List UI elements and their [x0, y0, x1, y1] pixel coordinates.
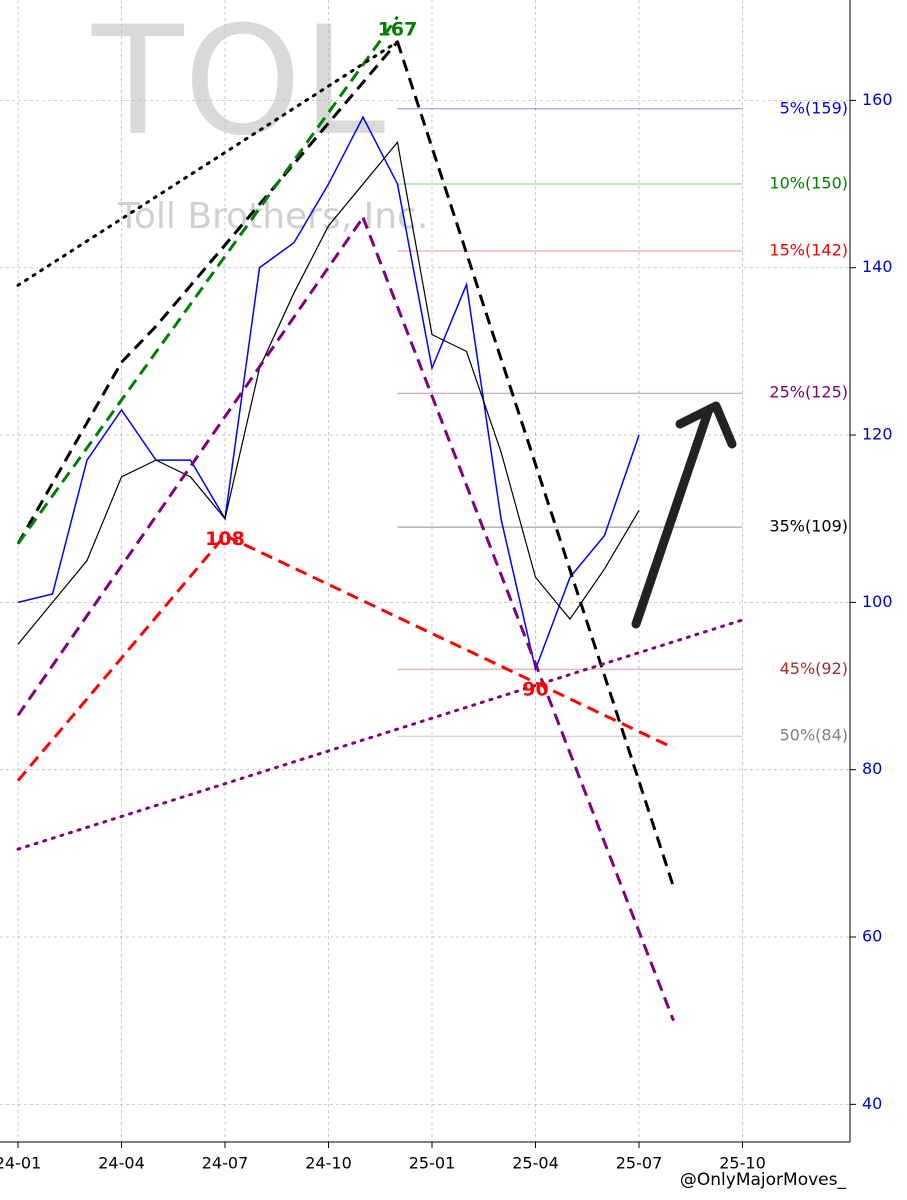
annotation: 167 [378, 18, 418, 40]
series-line [16, 15, 399, 545]
series-line [17, 115, 640, 672]
y-tick-label: 160 [862, 90, 893, 109]
series-line [361, 216, 675, 1022]
footer: @OnlyMajorMoves_ [680, 1170, 847, 1190]
series-line [16, 40, 399, 287]
y-tick-label: 120 [862, 425, 893, 444]
y-tick-label: 80 [862, 759, 882, 778]
series-line [16, 216, 365, 717]
arrow-head [675, 401, 737, 449]
level-label: 10%(150) [769, 174, 848, 193]
annotation: 90 [522, 679, 548, 701]
series-line [396, 41, 675, 888]
level-label: 45%(92) [780, 659, 848, 678]
x-tick-label: 25-01 [409, 1154, 456, 1173]
y-tick-label: 60 [862, 927, 882, 946]
level-label: 5%(159) [780, 98, 848, 117]
series-line [16, 533, 675, 782]
y-tick-label: 140 [862, 257, 893, 276]
x-tick-label: 25-10 [719, 1154, 766, 1173]
watermark-title: TOL [91, 0, 385, 169]
x-tick-label: 25-04 [512, 1154, 559, 1173]
level-label: 50%(84) [780, 726, 848, 745]
level-label: 15%(142) [769, 240, 848, 259]
x-tick-label: 24-04 [98, 1154, 145, 1173]
y-tick-label: 40 [862, 1094, 882, 1113]
y-tick-label: 100 [862, 592, 893, 611]
plot-area [0, 0, 850, 1142]
plot-back: TOL Toll Brothers, Inc. [91, 0, 428, 237]
x-tick-label: 24-10 [305, 1154, 352, 1173]
level-label: 25%(125) [769, 383, 848, 402]
x-tick-label: 24-07 [202, 1154, 249, 1173]
axes: 40 60 80 100 120 140 160 24-01 24-04 24-07 24-10 25… [0, 90, 893, 1173]
x-tick-label: 25-07 [616, 1154, 663, 1173]
series-line [17, 140, 640, 645]
watermark-subtitle: Toll Brothers, Inc. [117, 196, 428, 237]
annotation: 108 [205, 528, 245, 550]
series-line [16, 618, 744, 851]
level-label: 35%(109) [769, 517, 848, 536]
x-tick-label: 24-01 [0, 1154, 41, 1173]
arrow-shaft [631, 407, 713, 629]
